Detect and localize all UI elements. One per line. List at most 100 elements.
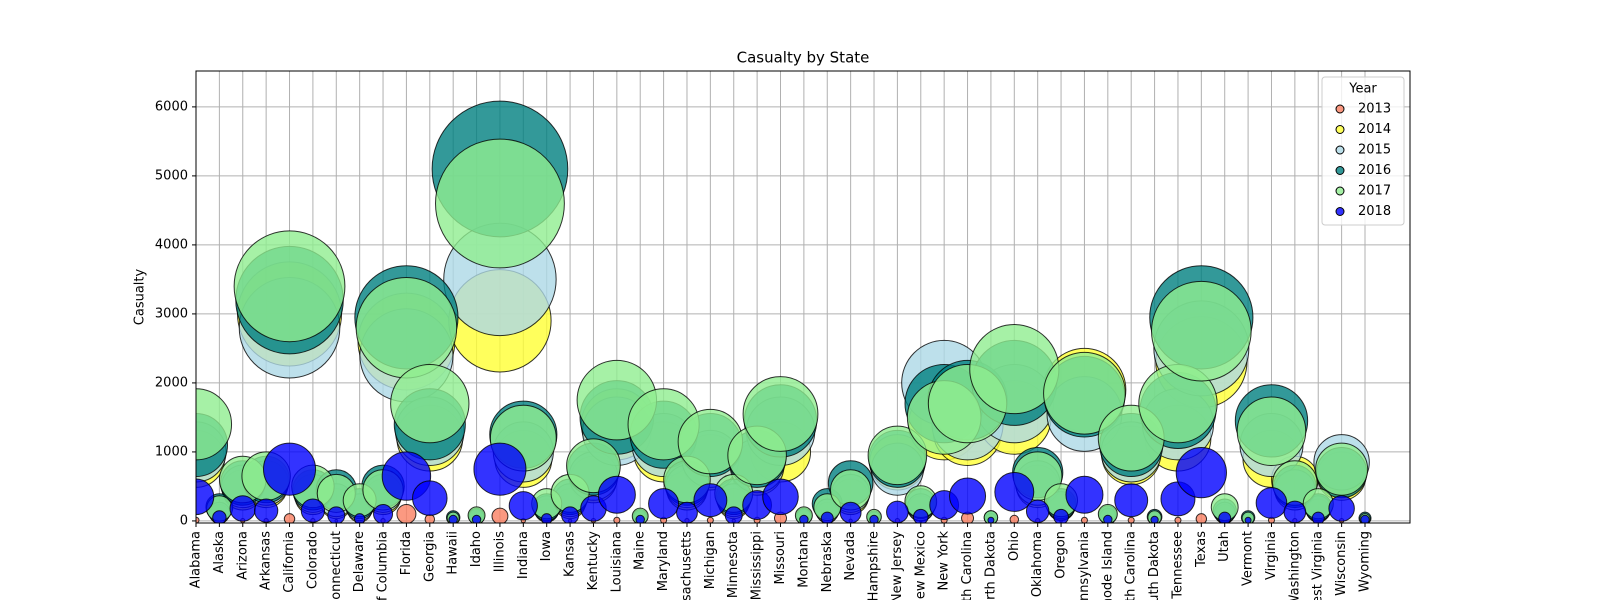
x-tick-label: Oklahoma xyxy=(1030,531,1045,597)
bubble xyxy=(396,504,417,523)
bubble xyxy=(1328,495,1355,522)
bubble xyxy=(471,514,482,523)
y-tick-label: 6000 xyxy=(155,99,188,114)
bubble xyxy=(196,478,215,516)
bubble xyxy=(283,513,296,523)
bubble xyxy=(390,363,470,444)
bubble xyxy=(300,498,326,523)
x-tick-label: Nebraska xyxy=(820,531,835,592)
x-tick-label: Alabama xyxy=(189,531,204,588)
bubble xyxy=(912,508,929,523)
x-tick-label: Idaho xyxy=(469,531,484,567)
bubble xyxy=(1097,504,1118,523)
bubble xyxy=(597,475,636,514)
x-tick-label: Oregon xyxy=(1054,531,1069,579)
bubble xyxy=(1103,514,1113,523)
x-tick-label: Colorado xyxy=(305,531,320,589)
bubble xyxy=(762,478,799,516)
x-tick-label: New York xyxy=(937,531,952,591)
x-tick-label: Utah xyxy=(1217,531,1232,562)
x-tick-label: Georgia xyxy=(422,531,437,582)
legend-title: Year xyxy=(1348,82,1377,97)
bubble xyxy=(1174,516,1182,523)
x-tick-label: Iowa xyxy=(539,531,554,561)
bubble xyxy=(196,388,233,461)
legend-marker xyxy=(1335,207,1345,216)
legend-marker xyxy=(1335,145,1345,155)
bubble xyxy=(613,516,621,523)
legend-label: 2016 xyxy=(1358,163,1391,178)
x-tick-label: South Dakota xyxy=(1147,531,1162,600)
x-tick-label: Mississippi xyxy=(750,531,765,600)
bubble xyxy=(1360,514,1370,523)
bubble xyxy=(412,480,448,516)
bubble xyxy=(820,511,834,523)
x-tick-label: Nevada xyxy=(843,531,858,581)
x-tick-label: Florida xyxy=(399,531,414,575)
bubble xyxy=(1244,516,1252,523)
chart-title: Casualty by State xyxy=(737,49,870,67)
x-tick-label: Maryland xyxy=(656,531,671,591)
legend-marker xyxy=(1335,104,1345,114)
x-tick-label: Indiana xyxy=(516,531,531,579)
bubble xyxy=(799,514,809,523)
x-tick-label: New Mexico xyxy=(913,531,928,600)
x-tick-label: North Carolina xyxy=(960,531,975,600)
bubble xyxy=(949,477,987,515)
bubble xyxy=(491,507,509,523)
y-tick-label: 2000 xyxy=(155,375,188,390)
x-tick-label: Arkansas xyxy=(259,531,274,590)
bubble xyxy=(867,425,928,486)
x-tick-label: Kansas xyxy=(563,531,578,577)
x-tick-label: Vermont xyxy=(1241,531,1256,586)
legend-marker xyxy=(1335,125,1345,134)
bubble xyxy=(561,506,580,523)
x-tick-label: West Virginia xyxy=(1311,531,1326,600)
x-tick-label: Tennessee xyxy=(1170,531,1185,600)
x-tick-label: Pennsylvania xyxy=(1077,531,1092,600)
x-tick-label: Montana xyxy=(796,531,811,588)
bubble xyxy=(1009,514,1020,523)
y-axis-label: Casualty xyxy=(133,268,148,325)
y-tick-label: 0 xyxy=(180,513,188,528)
bubble xyxy=(706,516,714,523)
bubble xyxy=(886,500,909,523)
x-tick-label: North Dakota xyxy=(983,531,998,600)
bubble xyxy=(724,506,743,523)
y-tick-label: 5000 xyxy=(155,168,188,183)
bubble xyxy=(635,514,645,523)
x-tick-label: Louisiana xyxy=(609,531,624,592)
bubble xyxy=(508,491,538,521)
bubble xyxy=(987,516,995,523)
y-tick-label: 4000 xyxy=(155,237,188,252)
x-tick-label: Illinois xyxy=(492,531,507,572)
plot-area xyxy=(196,100,1372,523)
x-tick-label: District of Columbia xyxy=(376,531,391,600)
bubble xyxy=(435,138,565,269)
x-tick-label: Hawaii xyxy=(446,531,461,575)
x-tick-label: Kentucky xyxy=(586,531,601,591)
legend-label: 2015 xyxy=(1358,143,1391,158)
legend-label: 2017 xyxy=(1358,184,1391,199)
bubble xyxy=(1150,515,1159,523)
legend-label: 2018 xyxy=(1358,204,1391,219)
bubble xyxy=(448,514,458,523)
legend-label: 2014 xyxy=(1358,122,1391,137)
x-tick-label: New Jersey xyxy=(890,531,905,600)
bubble xyxy=(473,442,527,496)
bubble xyxy=(839,501,862,523)
bubble xyxy=(1127,516,1135,523)
bubble xyxy=(254,498,279,523)
x-tick-label: Wisconsin xyxy=(1334,531,1349,596)
legend-marker xyxy=(1335,166,1345,175)
bubble xyxy=(1043,351,1126,435)
x-tick-label: Texas xyxy=(1194,531,1209,568)
bubble xyxy=(373,504,394,523)
x-tick-label: Maine xyxy=(633,531,648,570)
x-tick-label: Alaska xyxy=(212,531,227,574)
x-tick-label: Washington xyxy=(1287,531,1302,600)
x-tick-label: Arizona xyxy=(235,531,250,580)
bubble xyxy=(1195,513,1208,523)
